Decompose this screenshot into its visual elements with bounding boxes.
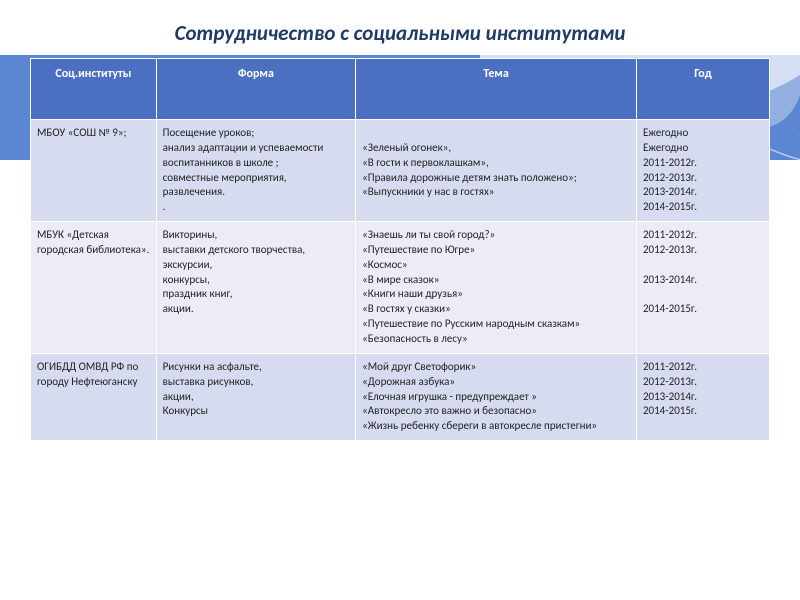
table-row: МБОУ «СОШ № 9»; Посещение уроков;анализ … <box>31 120 770 222</box>
cell-theme: «Мой друг Светофорик»«Дорожная азбука»«Е… <box>356 353 637 440</box>
cell-inst: ОГИБДД ОМВД РФ по городу Нефтеюганску <box>31 353 157 440</box>
table-header-row: Соц.институты Форма Тема Год <box>31 59 770 120</box>
cell-year: 2011-2012г.2012-2013г. 2013-2014г. 2014-… <box>636 222 769 354</box>
cell-theme: «Знаешь ли ты свой город?»«Путешествие п… <box>356 222 637 354</box>
cell-form: Посещение уроков;анализ адаптации и успе… <box>156 120 356 222</box>
column-header: Соц.институты <box>31 59 157 120</box>
cell-inst: МБОУ «СОШ № 9»; <box>31 120 157 222</box>
cooperation-table: Соц.институты Форма Тема Год МБОУ «СОШ №… <box>30 58 770 441</box>
cell-year: 2011-2012г.2012-2013г.2013-2014г.2014-20… <box>636 353 769 440</box>
column-header: Год <box>636 59 769 120</box>
cooperation-table-wrap: Соц.институты Форма Тема Год МБОУ «СОШ №… <box>30 58 770 441</box>
column-header: Форма <box>156 59 356 120</box>
table-row: ОГИБДД ОМВД РФ по городу Нефтеюганску Ри… <box>31 353 770 440</box>
cell-form: Рисунки на асфальте,выставка рисунков,ак… <box>156 353 356 440</box>
cell-theme: «Зеленый огонек»,«В гости к первоклашкам… <box>356 120 637 222</box>
cell-form: Викторины,выставки детского творчества,э… <box>156 222 356 354</box>
cell-inst: МБУК «Детская городская библиотека». <box>31 222 157 354</box>
column-header: Тема <box>356 59 637 120</box>
table-row: МБУК «Детская городская библиотека». Вик… <box>31 222 770 354</box>
cell-year: ЕжегодноЕжегодно2011-2012г.2012-2013г.20… <box>636 120 769 222</box>
slide-title: Сотрудничество с социальными институтами <box>0 20 800 46</box>
